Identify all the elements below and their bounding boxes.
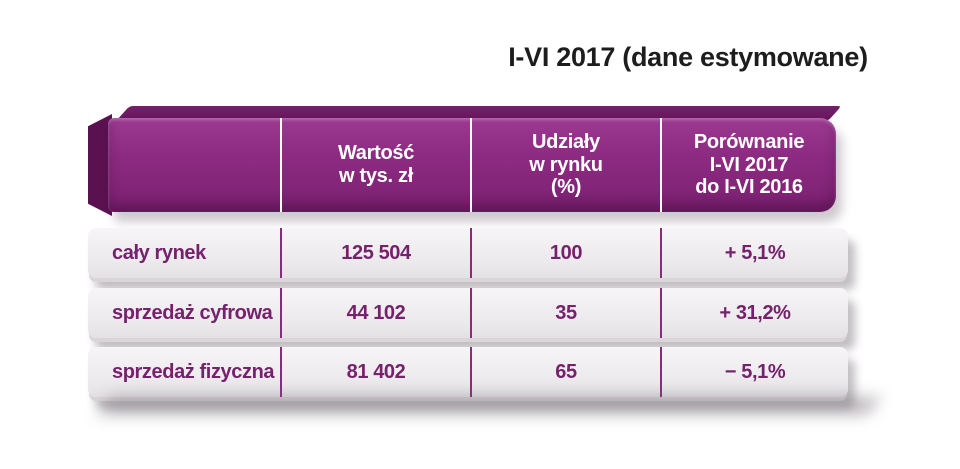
table-row: sprzedaż fizyczna 81 402 65 − 5,1% (88, 347, 848, 397)
row-value: 125 504 (280, 228, 470, 278)
row-comparison: − 5,1% (660, 347, 848, 397)
row-share: 65 (470, 347, 660, 397)
header-cell-share: Udziały w rynku (%) (470, 118, 660, 212)
ground-shadow (99, 398, 879, 414)
table-row: sprzedaż cyfrowa 44 102 35 + 31,2% (88, 288, 848, 338)
row-label: sprzedaż fizyczna (112, 360, 275, 383)
row-label: sprzedaż cyfrowa (112, 301, 273, 324)
page-title: I-VI 2017 (dane estymowane) (508, 42, 868, 72)
header-cell-value: Wartość w tys. zł (280, 118, 470, 212)
row-comparison: + 5,1% (660, 228, 848, 278)
row-share: 35 (470, 288, 660, 338)
header-cell-comparison: Porównanie I-VI 2017 do I-VI 2016 (660, 118, 836, 212)
row-value: 44 102 (280, 288, 470, 338)
row-value: 81 402 (280, 347, 470, 397)
row-comparison: + 31,2% (660, 288, 848, 338)
header-cell-spacer (108, 118, 280, 212)
table-row: cały rynek 125 504 100 + 5,1% (88, 228, 848, 278)
row-share: 100 (470, 228, 660, 278)
row-label: cały rynek (112, 241, 206, 264)
table-header: Wartość w tys. zł Udziały w rynku (%) Po… (108, 118, 836, 212)
